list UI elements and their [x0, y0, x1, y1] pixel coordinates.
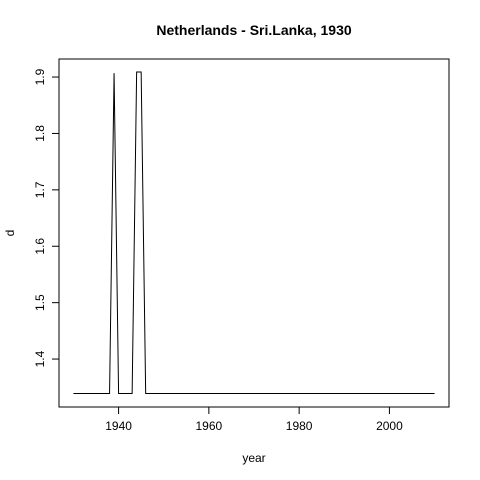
- x-tick-label: 1980: [286, 419, 313, 433]
- y-axis: 1.4 1.5 1.6 1.7 1.8 1.9: [33, 68, 60, 367]
- series-layer: [73, 71, 435, 394]
- y-axis-label: d: [3, 230, 17, 237]
- y-tick-label: 1.4: [33, 350, 47, 367]
- y-tick-label: 1.9: [33, 68, 47, 85]
- x-tick-label: 1940: [105, 419, 132, 433]
- plot-frame: [58, 58, 450, 408]
- x-axis: 1940 1960 1980 2000: [105, 406, 403, 433]
- chart-title: Netherlands - Sri.Lanka, 1930: [156, 22, 352, 38]
- y-tick-label: 1.7: [33, 181, 47, 198]
- x-axis-label: year: [242, 451, 265, 465]
- y-tick-label: 1.6: [33, 238, 47, 255]
- x-tick-label: 1960: [196, 419, 223, 433]
- series-line-1: [73, 71, 435, 394]
- y-tick-label: 1.5: [33, 294, 47, 311]
- y-tick-label: 1.8: [33, 125, 47, 142]
- x-tick-label: 2000: [376, 419, 403, 433]
